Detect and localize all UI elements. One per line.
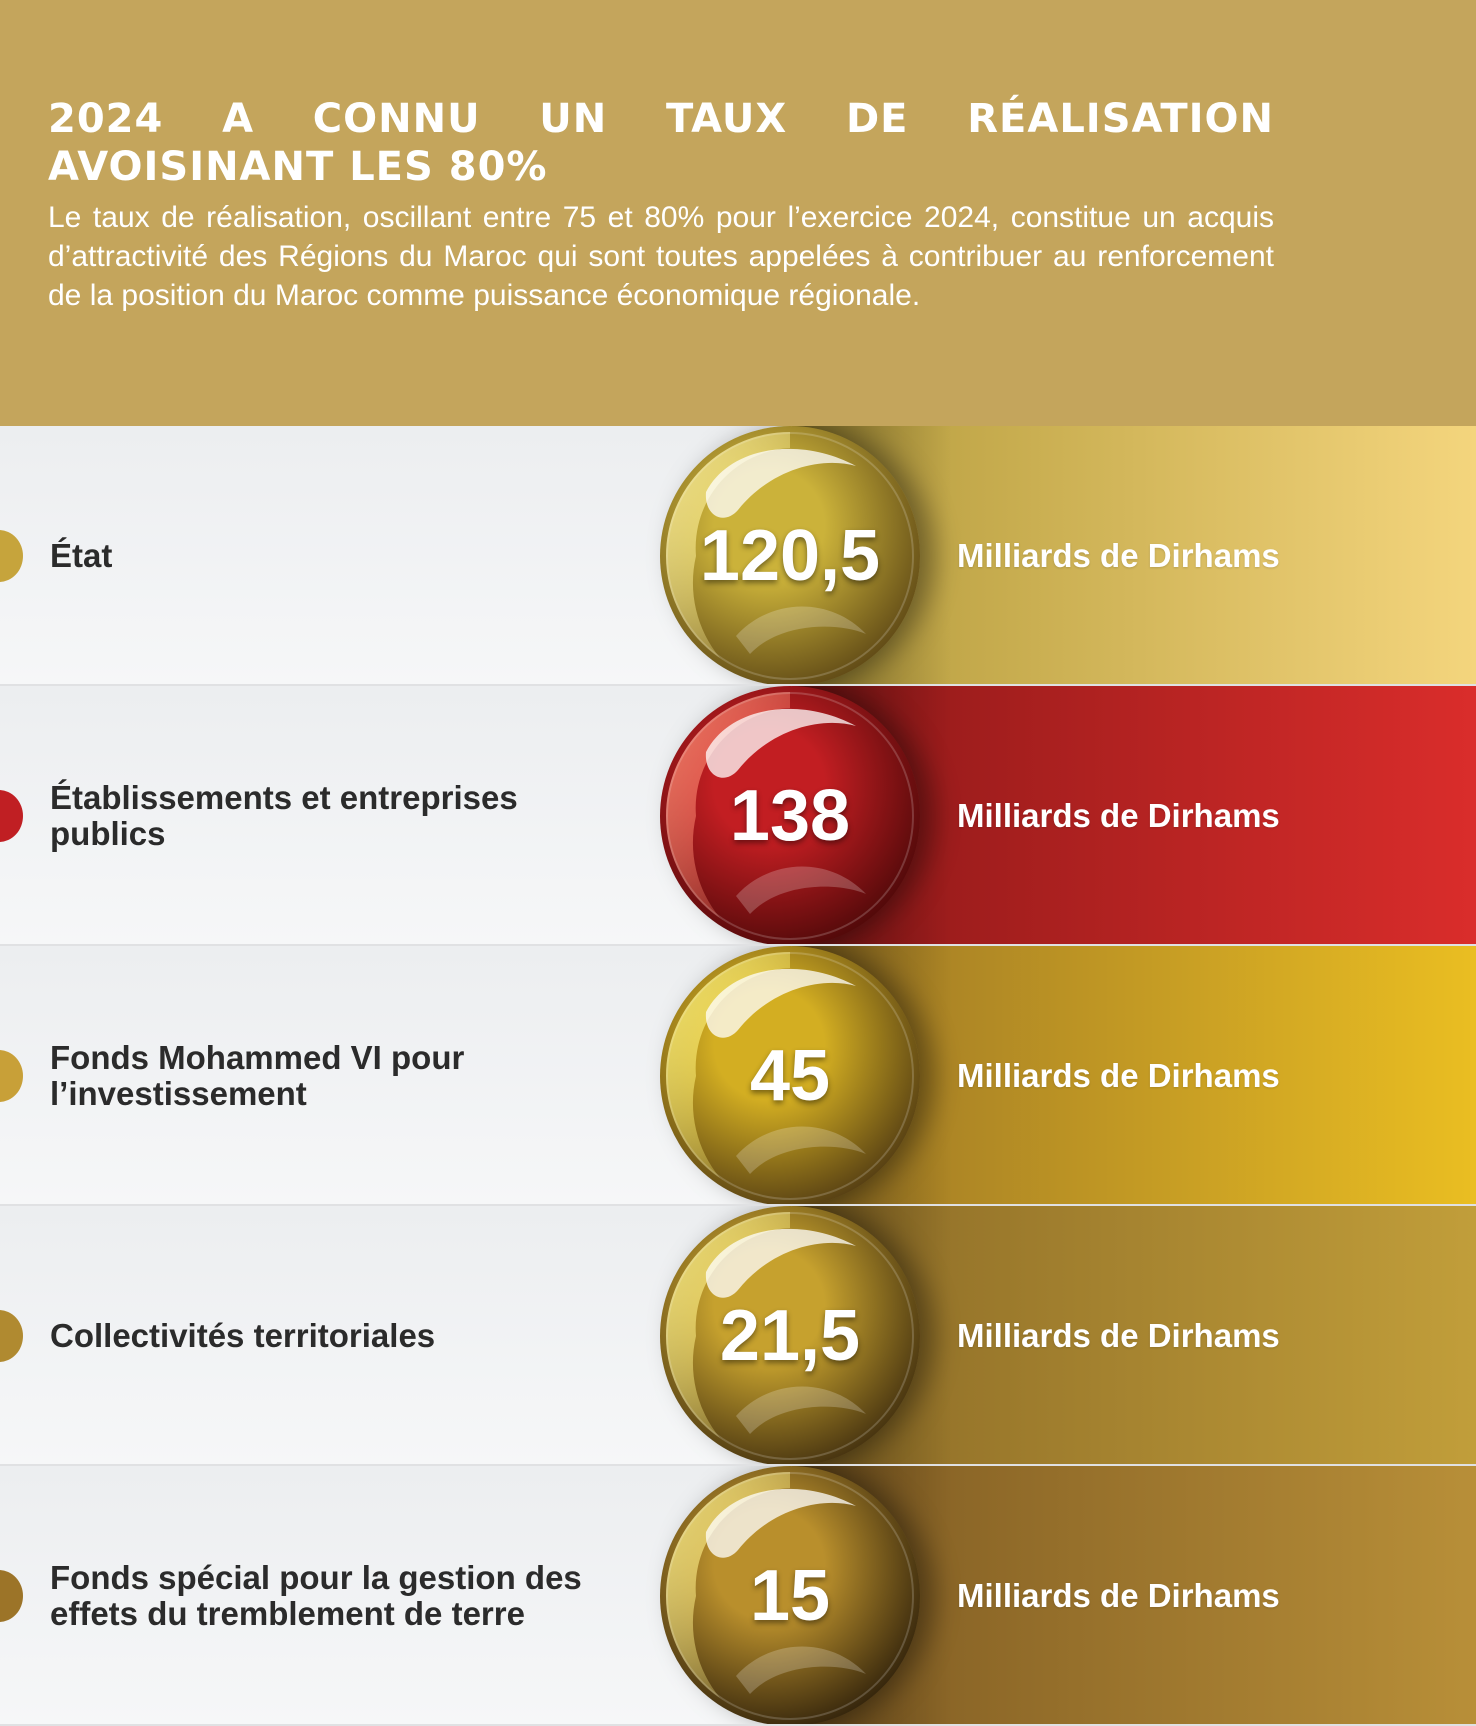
sphere-bottom-reflection — [736, 866, 866, 914]
row-divider — [0, 1464, 1476, 1466]
sphere-gloss — [666, 952, 914, 1200]
value-sphere — [660, 426, 920, 686]
value-sphere — [660, 686, 920, 946]
bullet-dot — [0, 790, 23, 842]
row-unit: Milliards de Dirhams — [957, 537, 1280, 574]
sphere-bottom-reflection — [736, 1646, 866, 1694]
bullet-dot — [0, 1310, 23, 1362]
sphere-bottom-reflection — [736, 606, 866, 654]
sphere-outline — [666, 1212, 914, 1460]
row-label: Établissements et entreprises publics — [50, 779, 518, 852]
sphere-rim-highlight — [666, 432, 790, 658]
sphere-top-highlight — [705, 448, 856, 518]
sphere-outline — [666, 432, 914, 680]
page-title: 2024 A CONNU UN TAUX DE RÉALISATION AVOI… — [48, 96, 1274, 190]
sphere-gloss — [666, 1212, 914, 1460]
header-banner: 2024 A CONNU UN TAUX DE RÉALISATION AVOI… — [0, 0, 1476, 426]
sphere-gloss — [666, 1472, 914, 1720]
row-label: Fonds spécial pour la gestion des effets… — [50, 1559, 582, 1632]
sphere-top-highlight — [705, 968, 856, 1038]
sphere-top-highlight — [705, 708, 856, 778]
row-unit: Milliards de Dirhams — [957, 1057, 1280, 1094]
row-value: 45 — [749, 1036, 831, 1116]
row-value: 120,5 — [699, 516, 881, 596]
value-sphere — [660, 946, 920, 1206]
row-fonds-mohammed-vi: Fonds Mohammed VI pour l’investissement … — [0, 946, 1476, 1206]
bullet-dot — [0, 1570, 23, 1622]
row-collectivites: Collectivités territoriales 21,5 Milliar… — [0, 1206, 1476, 1466]
sphere-top-highlight — [705, 1488, 856, 1558]
value-sphere — [660, 1206, 920, 1466]
row-value: 138 — [729, 776, 851, 856]
row-divider — [0, 944, 1476, 946]
row-divider — [0, 684, 1476, 686]
value-sphere — [660, 1466, 920, 1726]
sphere-outline — [666, 1472, 914, 1720]
sphere-rim-highlight — [666, 952, 790, 1178]
row-label: Fonds Mohammed VI pour l’investissement — [50, 1039, 465, 1112]
row-divider — [0, 1204, 1476, 1206]
sphere-rim-highlight — [666, 1212, 790, 1438]
row-value: 21,5 — [719, 1296, 861, 1376]
bullet-dot — [0, 1050, 23, 1102]
sphere-outline — [666, 952, 914, 1200]
row-label: État — [50, 537, 113, 574]
sphere-bottom-reflection — [736, 1126, 866, 1174]
sphere-gloss — [666, 692, 914, 940]
sphere-outline — [666, 692, 914, 940]
row-etablissements-publics: Établissements et entreprises publics 13… — [0, 686, 1476, 946]
row-etat: État 120,5 Milliards de Dirhams — [0, 426, 1476, 686]
bullet-dot — [0, 530, 23, 582]
sphere-bottom-reflection — [736, 1386, 866, 1434]
row-unit: Milliards de Dirhams — [957, 1317, 1280, 1354]
investment-breakdown: État 120,5 Milliards de Dirhams Établiss… — [0, 426, 1476, 1726]
row-value: 15 — [749, 1556, 831, 1636]
sphere-gloss — [666, 432, 914, 680]
sphere-top-highlight — [705, 1228, 856, 1298]
sphere-rim-highlight — [666, 692, 790, 918]
row-fonds-special: Fonds spécial pour la gestion des effets… — [0, 1466, 1476, 1726]
row-unit: Milliards de Dirhams — [957, 797, 1280, 834]
sphere-rim-highlight — [666, 1472, 790, 1698]
row-unit: Milliards de Dirhams — [957, 1577, 1280, 1614]
intro-paragraph: Le taux de réalisation, oscillant entre … — [48, 201, 1274, 312]
row-divider — [0, 1724, 1476, 1726]
row-label: Collectivités territoriales — [50, 1317, 436, 1354]
